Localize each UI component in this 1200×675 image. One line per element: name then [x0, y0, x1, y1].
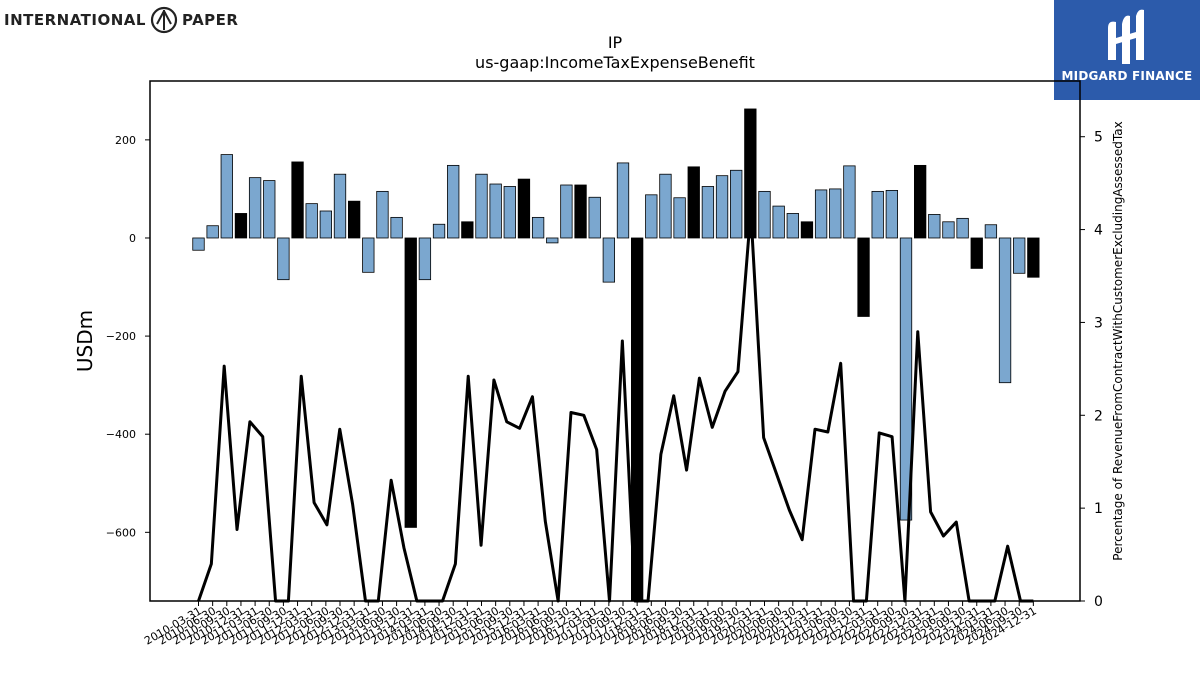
bar	[517, 178, 531, 239]
bar	[489, 183, 502, 239]
midgard-finance-badge: MIDGARD FINANCE	[1054, 0, 1200, 100]
bar	[758, 190, 771, 239]
y-tick-label: 0	[129, 232, 136, 245]
bar	[687, 166, 700, 239]
y-left-axis: −600 −400 −200 0 200	[106, 134, 150, 539]
bar	[1027, 237, 1040, 278]
bar	[659, 173, 672, 239]
bar	[432, 223, 446, 239]
chart-subtitle: us-gaap:IncomeTaxExpenseBenefit	[475, 53, 755, 72]
bar	[701, 186, 715, 239]
bar	[447, 164, 460, 239]
bar	[800, 221, 814, 239]
bar	[885, 189, 898, 239]
bar	[418, 237, 432, 281]
bar	[220, 154, 233, 239]
bar	[970, 237, 983, 269]
bar	[376, 190, 389, 239]
bar	[602, 237, 615, 283]
bar	[998, 237, 1012, 384]
bar	[248, 177, 262, 239]
chart-title: IP	[608, 33, 623, 52]
y2-axis-label: Percentage of RevenueFromContractWithCus…	[1111, 121, 1125, 560]
international-paper-logo: INTERNATIONAL PAPER	[4, 4, 244, 36]
bar	[461, 221, 474, 239]
bar	[263, 180, 276, 239]
bar	[546, 237, 559, 244]
bar	[730, 169, 743, 239]
bar	[645, 194, 658, 239]
bar	[829, 188, 842, 239]
bar	[1013, 237, 1026, 274]
bar	[871, 190, 884, 239]
bar	[956, 217, 969, 239]
bar	[475, 173, 488, 239]
bar	[786, 213, 799, 239]
logo-emblem-icon	[150, 6, 178, 34]
bar	[715, 175, 729, 239]
bar	[574, 184, 587, 239]
bar	[390, 216, 403, 239]
y2-tick-label: 0	[1094, 594, 1103, 610]
y-tick-label: −600	[106, 526, 136, 539]
bar	[206, 225, 219, 239]
y2-tick-label: 4	[1094, 223, 1103, 239]
bar	[928, 214, 941, 239]
logo-word-left: INTERNATIONAL	[4, 11, 146, 29]
y2-tick-label: 1	[1094, 501, 1103, 517]
y2-tick-label: 5	[1094, 130, 1103, 146]
y-tick-label: −200	[106, 330, 136, 343]
bar	[772, 205, 785, 239]
bar	[744, 108, 757, 239]
bar	[333, 173, 347, 239]
bar	[899, 237, 913, 521]
midgard-brand-name: MIDGARD FINANCE	[1061, 69, 1193, 83]
bar	[857, 237, 870, 317]
bar	[914, 164, 927, 239]
bar	[531, 216, 545, 239]
bar	[347, 200, 361, 239]
bar	[305, 203, 318, 239]
bar	[404, 237, 417, 528]
x-axis: 2010-03-312010-06-302010-09-302010-12-31…	[142, 601, 1039, 648]
bar	[942, 221, 955, 239]
bar	[673, 197, 686, 239]
bar	[291, 161, 304, 239]
bar	[234, 213, 248, 239]
bar	[843, 165, 856, 239]
bar	[560, 184, 573, 239]
bar	[362, 237, 375, 273]
y-axis-label: USDm	[73, 310, 97, 372]
bar	[814, 189, 828, 239]
bar	[984, 224, 998, 239]
bar	[192, 237, 205, 251]
y2-tick-label: 3	[1094, 315, 1103, 331]
bar	[277, 237, 290, 281]
logo-word-right: PAPER	[181, 11, 239, 29]
bar	[319, 210, 333, 239]
bar	[616, 162, 630, 239]
y-tick-label: −400	[106, 428, 136, 441]
bars-layer	[192, 108, 1040, 602]
y2-tick-label: 2	[1094, 408, 1103, 424]
bar	[503, 186, 516, 239]
percentage-line	[197, 209, 1034, 603]
plot-frame	[149, 80, 1081, 602]
bar	[588, 196, 601, 239]
y-right-axis: 0 1 2 3 4 5	[1080, 130, 1103, 610]
midgard-emblem-icon	[1108, 9, 1144, 64]
y-tick-label: 200	[115, 134, 136, 147]
